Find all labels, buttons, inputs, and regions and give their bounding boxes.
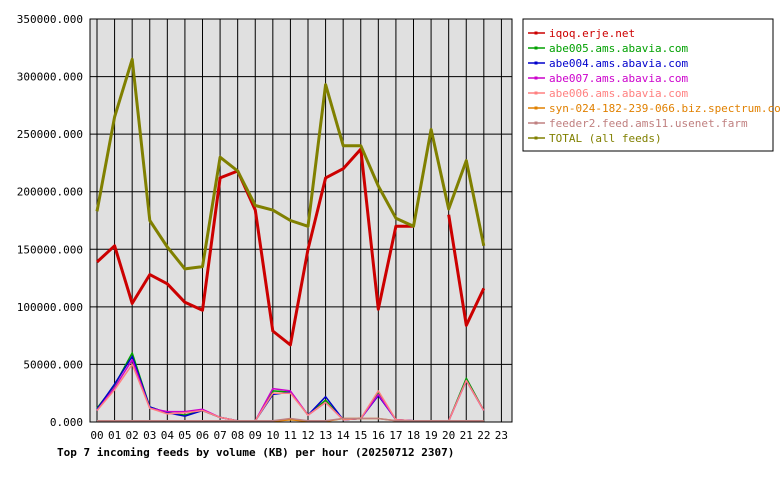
y-tick-label: 0.000 [50, 416, 83, 429]
x-tick-label: 01 [108, 429, 121, 442]
x-tick-label: 11 [284, 429, 297, 442]
legend-swatch-marker [534, 31, 538, 35]
legend-swatch-marker [534, 61, 538, 65]
legend-label: abe004.ams.abavia.com [549, 57, 688, 70]
x-tick-label: 21 [460, 429, 473, 442]
x-tick-label: 19 [424, 429, 437, 442]
x-tick-label: 18 [407, 429, 420, 442]
plot-area [90, 19, 512, 422]
x-tick-label: 03 [143, 429, 156, 442]
legend-swatch-marker [534, 76, 538, 80]
legend-label: TOTAL (all feeds) [549, 132, 662, 145]
x-tick-label: 22 [477, 429, 490, 442]
plot-frame [89, 18, 513, 423]
grid [90, 18, 512, 423]
x-tick-label: 10 [266, 429, 279, 442]
x-tick-label: 23 [495, 429, 508, 442]
legend-label: abe006.ams.abavia.com [549, 87, 688, 100]
legend-label: abe007.ams.abavia.com [549, 72, 688, 85]
x-tick-label: 20 [442, 429, 455, 442]
legend-label: feeder2.feed.ams11.usenet.farm [549, 117, 748, 130]
x-tick-label: 17 [389, 429, 402, 442]
legend-label: iqoq.erje.net [549, 27, 635, 40]
x-tick-label: 02 [126, 429, 139, 442]
legend: iqoq.erje.net abe005.ams.abavia.com abe004… [522, 18, 780, 152]
legend-label: syn-024-182-239-066.biz.spectrum.com [549, 102, 780, 115]
x-tick-label: 08 [231, 429, 244, 442]
y-tick-label: 100000.000 [17, 301, 83, 314]
chart-title: Top 7 incoming feeds by volume (KB) per … [57, 446, 454, 459]
x-tick-label: 15 [354, 429, 367, 442]
x-tick-label: 05 [178, 429, 191, 442]
x-tick-label: 16 [372, 429, 385, 442]
y-tick-label: 300000.000 [17, 71, 83, 84]
legend-swatch-marker [534, 136, 538, 140]
legend-swatch-marker [534, 106, 538, 110]
series-lines [95, 57, 486, 423]
x-tick-label: 13 [319, 429, 332, 442]
y-tick-label: 150000.000 [17, 243, 83, 256]
y-tick-labels: 0.000 50000.000 100000.000 150000.000 200000… [17, 13, 83, 429]
legend-swatch-marker [534, 46, 538, 50]
series-line [447, 214, 486, 327]
legend-swatch-marker [534, 91, 538, 95]
y-tick-label: 50000.000 [23, 358, 83, 371]
x-tick-label: 09 [249, 429, 262, 442]
y-tick-label: 200000.000 [17, 186, 83, 199]
legend-box [522, 18, 774, 152]
x-tick-label: 00 [90, 429, 103, 442]
x-tick-labels: 00 01 02 03 04 05 06 07 08 09 10 11 12 13 14 15 16 17 18 19… [90, 429, 508, 442]
x-tick-label: 04 [161, 429, 175, 442]
x-tick-label: 07 [213, 429, 226, 442]
legend-swatch-marker [534, 121, 538, 125]
y-tick-label: 350000.000 [17, 13, 83, 26]
legend-label: abe005.ams.abavia.com [549, 42, 688, 55]
y-tick-label: 250000.000 [17, 128, 83, 141]
series-line [97, 417, 484, 422]
series-line [95, 57, 486, 271]
x-tick-label: 06 [196, 429, 209, 442]
x-tick-label: 14 [337, 429, 351, 442]
x-tick-label: 12 [301, 429, 314, 442]
